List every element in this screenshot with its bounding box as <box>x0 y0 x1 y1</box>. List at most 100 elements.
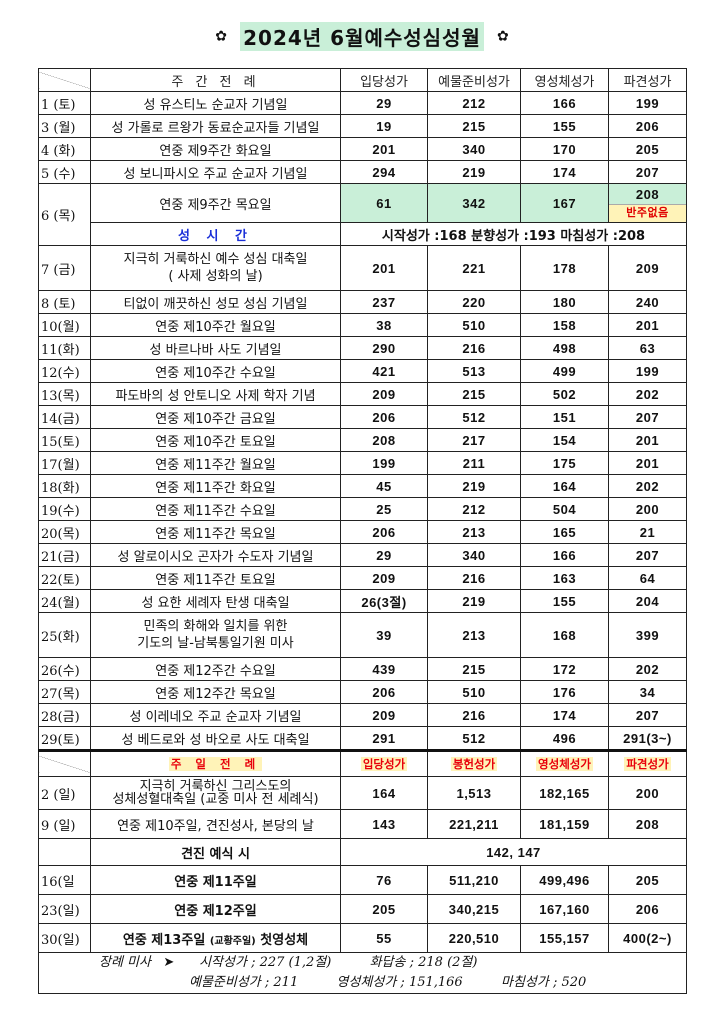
offertory-hymn: 211 <box>427 451 521 475</box>
communion-hymn: 499 <box>520 359 609 383</box>
communion-hymn: 496 <box>520 726 609 751</box>
entrance-hymn: 209 <box>340 566 428 590</box>
offertory-hymn: 213 <box>427 612 521 658</box>
entrance-hymn: 45 <box>340 474 428 498</box>
date-cell: 2 (일) <box>38 776 91 810</box>
no-accompaniment-note: 반주없음 <box>609 203 686 222</box>
date-cell: 20(목) <box>38 520 91 544</box>
offertory-hymn: 221,211 <box>427 809 521 839</box>
entrance-hymn: 237 <box>340 290 428 314</box>
date-cell: 30(일) <box>38 923 91 953</box>
recessional-hymn: 202 <box>608 474 687 498</box>
recessional-hymn: 202 <box>608 657 687 681</box>
table-row: 21(금) 성 알로이시오 곤자가 수도자 기념일 29 340 166 207 <box>38 543 687 567</box>
liturgy-name: 성 이레네오 주교 순교자 기념일 <box>90 703 341 727</box>
recessional-hymn: 201 <box>608 428 687 452</box>
entrance-hymn: 76 <box>340 865 428 895</box>
communion-hymn: 499,496 <box>520 865 609 895</box>
flower-icon: ✿ <box>496 28 509 45</box>
offertory-hymn: 219 <box>427 160 521 184</box>
offertory-hymn: 512 <box>427 405 521 429</box>
table-row: 25(화) 민족의 화해와 일치를 위한 기도의 날-남북통일기원 미사 39 … <box>38 612 687 658</box>
entrance-hymn-header: 입당성가 <box>340 749 428 777</box>
offertory-hymn: 215 <box>427 114 521 138</box>
liturgy-name: 성 베드로와 성 바오로 사도 대축일 <box>90 726 341 751</box>
recessional-hymn: 34 <box>608 680 687 704</box>
entrance-hymn: 206 <box>340 680 428 704</box>
communion-hymn: 158 <box>520 313 609 337</box>
date-cell: 9 (일) <box>38 809 91 839</box>
recessional-hymn: 209 <box>608 245 687 291</box>
recessional-hymn: 207 <box>608 160 687 184</box>
liturgy-name: 성 보니파시오 주교 순교자 기념일 <box>90 160 341 184</box>
recessional-hymn: 208 <box>608 809 687 839</box>
offertory-hymn-header: 예물준비성가 <box>427 68 521 92</box>
diagonal-cell <box>38 68 91 92</box>
entrance-hymn: 38 <box>340 313 428 337</box>
recessional-hymn: 206 <box>608 114 687 138</box>
entrance-hymn: 290 <box>340 336 428 360</box>
date-cell: 1 (토) <box>38 91 91 115</box>
entrance-hymn: 205 <box>340 894 428 924</box>
communion-hymn: 175 <box>520 451 609 475</box>
entrance-hymn: 29 <box>340 543 428 567</box>
entrance-hymn: 61 <box>340 183 428 223</box>
hymn-schedule-table: 주 간 전 례 입당성가 예물준비성가 영성체성가 파견성가 1 (토) 성 유… <box>38 68 687 994</box>
diagonal-cell <box>38 749 91 777</box>
offertory-hymn: 340 <box>427 543 521 567</box>
date-cell: 10(월) <box>38 313 91 337</box>
funeral-response: 화답송 ; 218 (2절) <box>369 955 478 970</box>
table-row: 2 (일) 지극히 거룩하신 그리스도의 성체성혈대축일 (교중 미사 전 세례… <box>38 776 687 810</box>
funeral-offertory: 예물준비성가 ; 211 <box>189 975 299 990</box>
liturgy-name: 연중 제12주간 수요일 <box>90 657 341 681</box>
title-text: 2024년 6월예수성심성월 <box>240 22 484 51</box>
date-cell: 7 (금) <box>38 245 91 291</box>
recessional-hymn: 205 <box>608 865 687 895</box>
date-cell: 3 (월) <box>38 114 91 138</box>
table-row: 28(금) 성 이레네오 주교 순교자 기념일 209 216 174 207 <box>38 703 687 727</box>
funeral-line1: 장례 미사 ➤ 시작성가 ; 227 (1,2절) 화답송 ; 218 (2절) <box>40 954 686 974</box>
recessional-hymn: 63 <box>608 336 687 360</box>
liturgy-name: 연중 제10주간 금요일 <box>90 405 341 429</box>
page-title: ✿ 2024년 6월예수성심성월 ✿ <box>0 22 724 51</box>
table-row: 5 (수) 성 보니파시오 주교 순교자 기념일 294 219 174 207 <box>38 160 687 184</box>
offertory-hymn: 342 <box>427 183 521 223</box>
liturgy-name: 연중 제11주간 화요일 <box>90 474 341 498</box>
liturgy-name-main: 연중 제13주일 <box>122 932 206 948</box>
liturgy-name: 연중 제11주간 수요일 <box>90 497 341 521</box>
table-row: 22(토) 연중 제11주간 토요일 209 216 163 64 <box>38 566 687 590</box>
offertory-hymn: 212 <box>427 497 521 521</box>
liturgy-name-line1: 지극히 거룩하신 예수 성심 대축일 <box>123 252 308 267</box>
offertory-hymn: 510 <box>427 313 521 337</box>
communion-hymn: 163 <box>520 566 609 590</box>
confirmation-songs: 142, 147 <box>340 838 687 866</box>
recessional-hymn: 240 <box>608 290 687 314</box>
date-cell: 19(수) <box>38 497 91 521</box>
recessional-hymn: 399 <box>608 612 687 658</box>
funeral-closing: 마침성가 ; 520 <box>500 975 587 990</box>
offertory-hymn: 217 <box>427 428 521 452</box>
holy-hour-songs: 시작성가 :168 분향성가 :193 마침성가 :208 <box>340 222 687 246</box>
offertory-hymn: 212 <box>427 91 521 115</box>
date-cell: 21(금) <box>38 543 91 567</box>
offertory-hymn: 219 <box>427 589 521 613</box>
recessional-hymn: 206 <box>608 894 687 924</box>
recessional-hymn: 21 <box>608 520 687 544</box>
recessional-hymn: 200 <box>608 776 687 810</box>
table-row: 27(목) 연중 제12주간 목요일 206 510 176 34 <box>38 680 687 704</box>
liturgy-name: 성 요한 세례자 탄생 대축일 <box>90 589 341 613</box>
liturgy-name: 성 유스티노 순교자 기념일 <box>90 91 341 115</box>
entrance-hymn: 206 <box>340 520 428 544</box>
liturgy-name: 연중 제10주간 월요일 <box>90 313 341 337</box>
entrance-hymn: 201 <box>340 137 428 161</box>
entrance-hymn: 291 <box>340 726 428 751</box>
table-row: 10(월) 연중 제10주간 월요일 38 510 158 201 <box>38 313 687 337</box>
liturgy-name-line1: 지극히 거룩하신 그리스도의 <box>139 779 292 794</box>
communion-hymn: 165 <box>520 520 609 544</box>
entrance-hymn: 39 <box>340 612 428 658</box>
date-cell: 18(화) <box>38 474 91 498</box>
communion-hymn-header: 영성체성가 <box>520 68 609 92</box>
liturgy-name: 지극히 거룩하신 그리스도의 성체성혈대축일 (교중 미사 전 세례식) <box>90 776 341 810</box>
table-row: 3 (월) 성 가롤로 르왕가 동료순교자들 기념일 19 215 155 20… <box>38 114 687 138</box>
date-cell: 22(토) <box>38 566 91 590</box>
